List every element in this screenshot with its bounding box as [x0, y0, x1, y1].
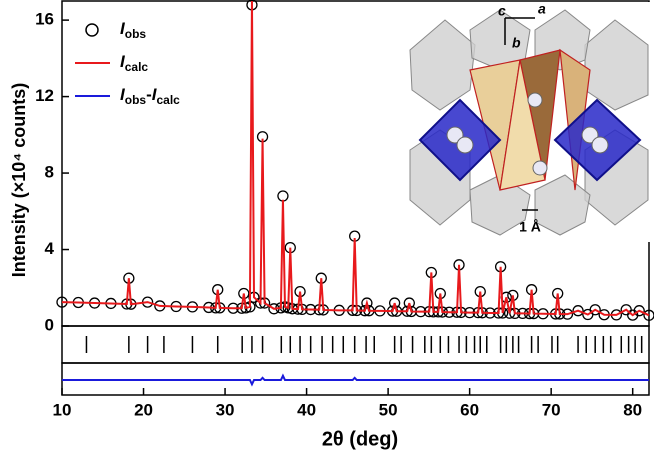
x-tick-label: 50: [379, 400, 398, 419]
y-tick-label: 8: [45, 163, 54, 182]
x-tick-label: 80: [623, 400, 642, 419]
axis-arrows: [504, 17, 535, 45]
x-tick-label: 30: [216, 400, 235, 419]
plot-area: 0 4 8 12 16 10 20 30 40 50 60 70 80: [35, 0, 654, 419]
x-tick-label: 70: [542, 400, 561, 419]
legend-label-part: -: [146, 85, 152, 104]
inset-axis-label: c: [498, 3, 506, 19]
brown-polyhedra: [469, 48, 591, 191]
obs-point: [388, 297, 401, 309]
obs-point: [361, 297, 373, 309]
crystal-structure-inset: c a b 1 Å: [406, 1, 652, 242]
legend-label-part: I: [120, 85, 126, 104]
reflection-frame: [61, 325, 650, 364]
x-tick-label: 10: [53, 400, 72, 419]
obs-point: [277, 190, 289, 202]
y-tick-label: 4: [45, 239, 55, 258]
inset-axis-label: a: [538, 1, 546, 17]
legend-label-part: calc: [156, 93, 180, 107]
legend-label-part: I: [120, 52, 126, 71]
x-tick-label: 20: [134, 400, 153, 419]
y-axis-label: Intensity (×10⁴ counts): [9, 83, 29, 277]
obs-point: [572, 305, 584, 317]
y-tick-label: 16: [35, 10, 54, 29]
x-axis-label: 2θ (deg): [322, 428, 398, 450]
y-tick-label: 0: [45, 315, 54, 334]
legend-label-part: I: [120, 19, 126, 38]
legend-label-part: I: [152, 85, 158, 104]
grey-polyhedra: [409, 9, 649, 236]
scale-label: 1 Å: [519, 219, 541, 235]
legend-label-part: calc: [125, 60, 149, 74]
x-tick-label: 40: [297, 400, 316, 419]
x-tick-label: 60: [460, 400, 479, 419]
legend-label: Iobs: [120, 19, 146, 41]
calc-line: [61, 0, 650, 317]
inset-axis-label: b: [512, 35, 521, 51]
legend-label-part: obs: [125, 27, 147, 41]
obs-point: [403, 297, 415, 309]
obs-point: [633, 305, 645, 317]
obs-point: [589, 304, 601, 316]
legend-marker: [85, 23, 99, 37]
difference-line: [62, 373, 649, 387]
legend-label: Icalc: [120, 52, 148, 74]
legend-label-part: obs: [125, 93, 147, 107]
atoms: [446, 92, 609, 176]
y-tick-label: 12: [35, 86, 54, 105]
obs-point: [643, 309, 654, 321]
legend-label: Iobs-Icalc: [120, 85, 180, 107]
